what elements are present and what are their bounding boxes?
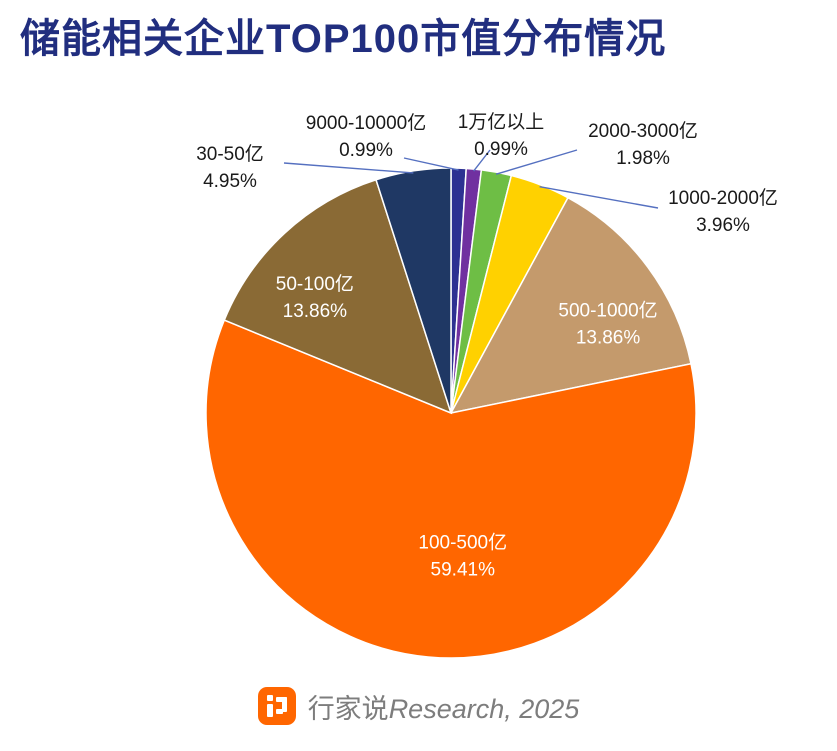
slice-label-500-1000亿: 500-1000亿 13.86% xyxy=(558,300,657,349)
leader-line-1万亿以上 xyxy=(473,149,491,172)
chart-title: 储能相关企业TOP100市值分布情况 xyxy=(20,17,667,61)
footer-research: Research, 2025 xyxy=(388,693,580,724)
brand-logo-icon xyxy=(257,687,296,725)
leader-line-9000-10000亿 xyxy=(403,157,459,171)
slice-label-1000-2000亿: 1000-2000亿 3.96% xyxy=(668,187,778,236)
slice-label-50-100亿: 50-100亿 13.86% xyxy=(276,273,354,322)
leader-line-1000-2000亿 xyxy=(539,186,659,209)
slice-label-30-50亿: 30-50亿 4.95% xyxy=(196,143,264,192)
pie-slice-100-500亿[interactable] xyxy=(205,319,697,659)
slice-label-1万亿以上: 1万亿以上 0.99% xyxy=(458,111,545,160)
footer-brand: 行家说 xyxy=(307,693,389,724)
footer: 行家说Research, 2025 xyxy=(0,684,837,728)
pie-slice-500-1000亿[interactable] xyxy=(449,196,692,415)
leader-line-2000-3000亿 xyxy=(495,149,578,175)
leader-line-30-50亿 xyxy=(283,162,414,174)
slice-label-100-500亿: 100-500亿 59.41% xyxy=(418,531,507,580)
slice-label-2000-3000亿: 2000-3000亿 1.98% xyxy=(588,120,698,169)
footer-credit: 行家说Research, 2025 xyxy=(308,687,580,726)
slice-label-9000-10000亿: 9000-10000亿 0.99% xyxy=(306,112,426,161)
